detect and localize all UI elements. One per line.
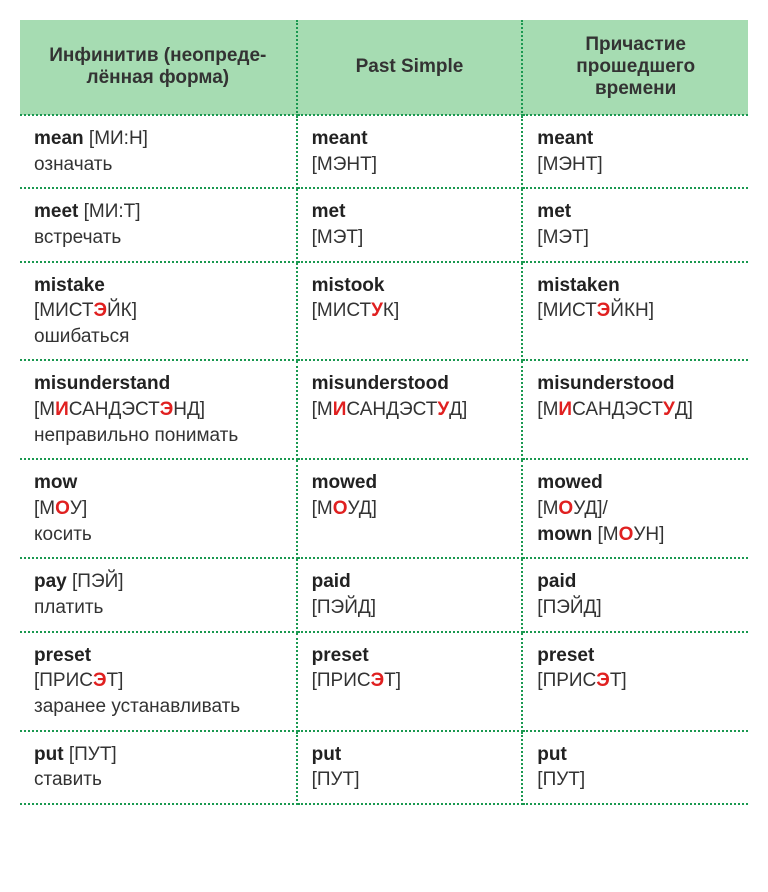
form-cell: meant [МЭНТ] — [297, 115, 523, 188]
table-row: meet [МИ:Т] встречать met [МЭТ] met [МЭТ] — [20, 188, 748, 261]
pronunciation: [ПЭЙД] — [537, 597, 601, 618]
translation: платить — [34, 595, 282, 621]
pronunciation: [МИСТЭЙКН] — [537, 300, 654, 321]
translation: встречать — [34, 225, 282, 251]
pronunciation-alt: [МОУН] — [592, 524, 664, 545]
table-row: mistake [МИСТЭЙК] ошибаться mistook [МИСТУК]… — [20, 262, 748, 361]
verb-word: pay — [34, 571, 67, 592]
form-cell: met [МЭТ] — [522, 188, 748, 261]
translation: означать — [34, 152, 282, 178]
infinitive-cell: mean [МИ:Н] означать — [20, 115, 297, 188]
header-infinitive: Инфинитив (неопреде­лённая форма) — [20, 20, 297, 115]
pronunciation: [ПРИСЭТ] — [312, 670, 401, 691]
table-row: mean [МИ:Н] означать meant [МЭНТ] meant [МЭНТ… — [20, 115, 748, 188]
form-cell: mistaken [МИСТЭЙКН] — [522, 262, 748, 361]
form-cell: misunderstood [МИСАНДЭ­СТУД] — [297, 360, 523, 459]
pronunciation: [МИ:Н] — [84, 128, 148, 149]
pronunciation: [ПЭЙ] — [67, 571, 124, 592]
verb-word: misunderstood — [312, 373, 449, 394]
infinitive-cell: pay [ПЭЙ] платить — [20, 558, 297, 631]
pronunciation: [МОУ] — [34, 498, 87, 519]
form-cell: put [ПУТ] — [522, 731, 748, 804]
translation: ставить — [34, 767, 282, 793]
verb-word: mistake — [34, 275, 105, 296]
verb-word: meant — [312, 128, 368, 149]
verb-word: meet — [34, 201, 78, 222]
form-cell: misunderstood [МИСАНДЭ­СТУД] — [522, 360, 748, 459]
verb-word: put — [537, 744, 567, 765]
translation: заранее уста­навливать — [34, 694, 282, 720]
form-cell: paid [ПЭЙД] — [297, 558, 523, 631]
pronunciation: [МИСТУК] — [312, 300, 400, 321]
table-body: mean [МИ:Н] означать meant [МЭНТ] meant [МЭНТ… — [20, 115, 748, 804]
pronunciation: [ПУТ] — [312, 769, 360, 790]
verb-word: meant — [537, 128, 593, 149]
verb-word: misunderstood — [537, 373, 674, 394]
verb-word: met — [312, 201, 346, 222]
verb-word: misunderstand — [34, 373, 170, 394]
form-cell: put [ПУТ] — [297, 731, 523, 804]
pronunciation: [ПУТ] — [537, 769, 585, 790]
translation: неправильно понимать — [34, 423, 282, 449]
verb-word: mean — [34, 128, 84, 149]
verb-word: mowed — [537, 472, 602, 493]
pronunciation: [МЭТ] — [537, 227, 589, 248]
pronunciation: [МИ:Т] — [78, 201, 140, 222]
infinitive-cell: mistake [МИСТЭЙК] ошибаться — [20, 262, 297, 361]
form-cell: met [МЭТ] — [297, 188, 523, 261]
verb-word: met — [537, 201, 571, 222]
form-cell: mistook [МИСТУК] — [297, 262, 523, 361]
table-row: put [ПУТ]ставитьput[ПУТ]put[ПУТ] — [20, 731, 748, 804]
pronunciation: [МИСТЭЙК] — [34, 300, 137, 321]
verb-word: preset — [537, 645, 594, 666]
pronunciation: [МОУД] — [312, 498, 377, 519]
verb-word: paid — [537, 571, 576, 592]
form-cell: paid [ПЭЙД] — [522, 558, 748, 631]
verb-word-alt: mown — [537, 524, 592, 545]
pronunciation: [МЭНТ] — [312, 154, 377, 175]
verb-word: paid — [312, 571, 351, 592]
table-row: misunderstand [МИСАНДЭ­СТЭНД] неправильно … — [20, 360, 748, 459]
form-cell: mowed [МОУД]/ mown [МОУН] — [522, 459, 748, 558]
verb-word: mow — [34, 472, 77, 493]
form-cell: preset [ПРИСЭТ] — [297, 632, 523, 731]
pronunciation: [МОУД]/ — [537, 498, 608, 519]
pronunciation: [МИСАНДЭ­СТУД] — [312, 399, 468, 420]
table-row: pay [ПЭЙ] платить paid [ПЭЙД] paid [ПЭЙД] — [20, 558, 748, 631]
infinitive-cell: misunderstand [МИСАНДЭ­СТЭНД] неправильно … — [20, 360, 297, 459]
pronunciation: [ПЭЙД] — [312, 597, 376, 618]
form-cell: preset [ПРИСЭТ] — [522, 632, 748, 731]
pronunciation: [ПРИСЭТ] — [34, 670, 123, 691]
table-header-row: Инфинитив (неопреде­лённая форма) Past S… — [20, 20, 748, 115]
irregular-verbs-table: Инфинитив (неопреде­лённая форма) Past S… — [20, 20, 748, 805]
pronunciation: [ПУТ] — [64, 744, 117, 765]
verb-word: preset — [34, 645, 91, 666]
verb-word: mistook — [312, 275, 385, 296]
verb-word: put — [312, 744, 342, 765]
form-cell: mowed [МОУД] — [297, 459, 523, 558]
header-past-participle: Причастие прошедшего времени — [522, 20, 748, 115]
translation: косить — [34, 522, 282, 548]
translation: ошибаться — [34, 324, 282, 350]
verb-word: put — [34, 744, 64, 765]
verb-word: mistaken — [537, 275, 619, 296]
pronunciation: [МЭТ] — [312, 227, 364, 248]
verb-word: preset — [312, 645, 369, 666]
infinitive-cell: put [ПУТ]ставить — [20, 731, 297, 804]
pronunciation: [МИСАНДЭ­СТУД] — [537, 399, 693, 420]
form-cell: meant [МЭНТ] — [522, 115, 748, 188]
pronunciation: [МИСАНДЭ­СТЭНД] — [34, 399, 205, 420]
header-past-simple: Past Simple — [297, 20, 523, 115]
infinitive-cell: mow [МОУ] косить — [20, 459, 297, 558]
infinitive-cell: meet [МИ:Т] встречать — [20, 188, 297, 261]
pronunciation: [МЭНТ] — [537, 154, 602, 175]
verb-word: mowed — [312, 472, 377, 493]
table-row: mow[МОУ]коситьmowed[МОУД]mowed[МОУД]/mow… — [20, 459, 748, 558]
table-row: preset[ПРИСЭТ]заранее уста­навливатьpres… — [20, 632, 748, 731]
infinitive-cell: preset [ПРИСЭТ] заранее уста­навливать — [20, 632, 297, 731]
pronunciation: [ПРИСЭТ] — [537, 670, 626, 691]
